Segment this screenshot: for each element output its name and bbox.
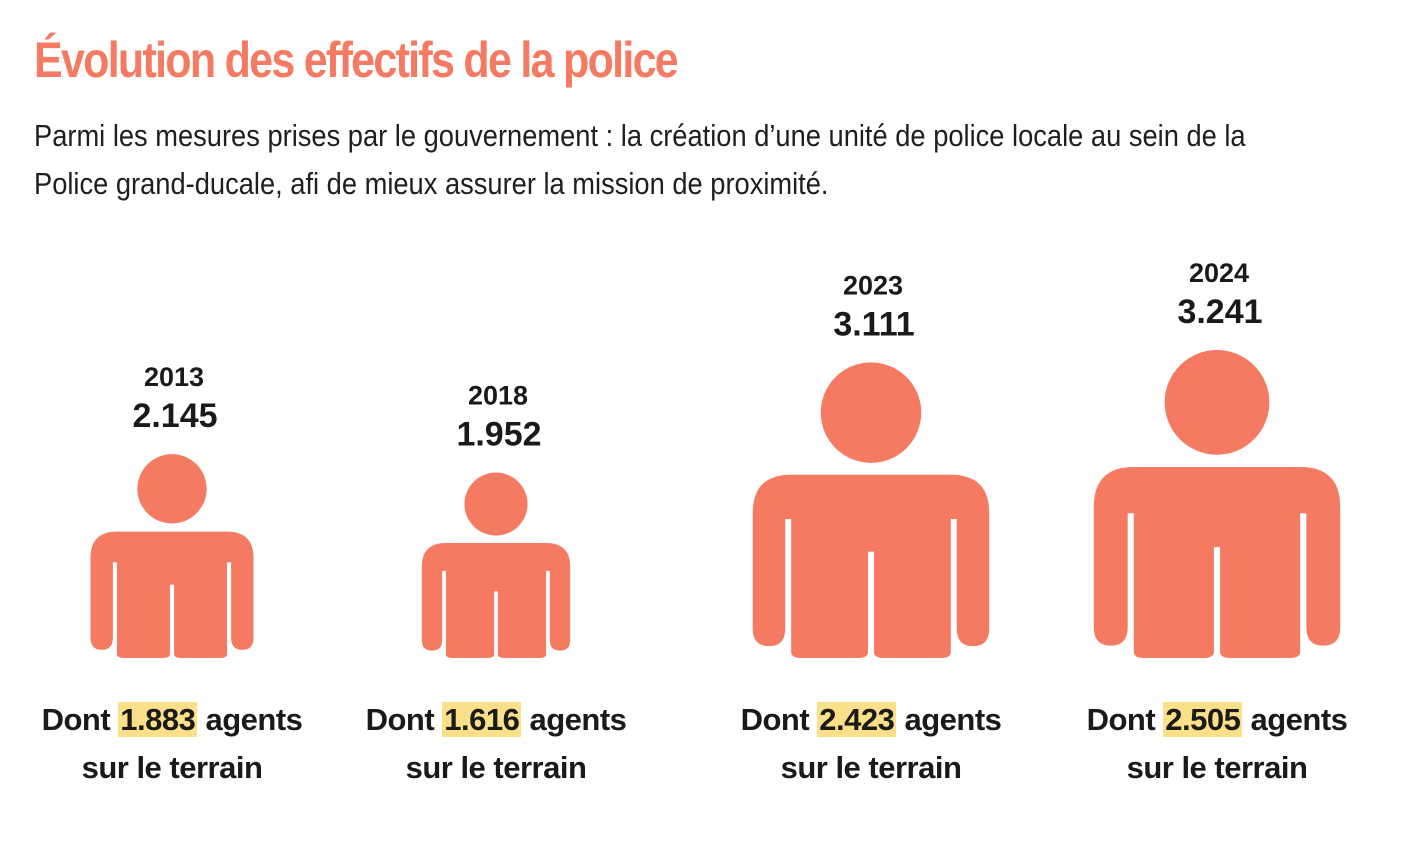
person-body xyxy=(421,542,571,658)
caption-mid: agents xyxy=(896,702,1002,737)
person-head xyxy=(137,454,207,524)
person-head xyxy=(464,472,528,536)
caption-line-2: sur le terrain xyxy=(405,750,587,785)
year-label: 2018 xyxy=(468,380,528,410)
caption-prefix: Dont xyxy=(365,702,443,737)
value-label: 1.952 xyxy=(456,415,541,453)
person-icon-2023 xyxy=(752,362,990,658)
caption-line-1: Dont 2.505 agents xyxy=(1067,696,1367,744)
field-agents-caption: Dont 1.883 agents sur le terrain xyxy=(22,696,322,792)
caption-prefix: Dont xyxy=(41,702,119,737)
person-body xyxy=(752,474,990,658)
caption-line-2: sur le terrain xyxy=(81,750,263,785)
caption-line-1: Dont 1.883 agents xyxy=(22,696,322,744)
field-agents-value: 2.505 xyxy=(1163,702,1243,737)
person-body xyxy=(1093,467,1341,658)
chart-title: Évolution des effectifs de la police xyxy=(34,32,679,88)
caption-line-1: Dont 2.423 agents xyxy=(721,696,1021,744)
person-icon-2024 xyxy=(1093,350,1341,658)
value-label: 2.145 xyxy=(132,397,217,435)
chart-subtitle: Parmi les mesures prises par le gouverne… xyxy=(34,118,1246,201)
field-agents-caption: Dont 2.423 agents sur le terrain xyxy=(721,696,1021,792)
year-label: 2013 xyxy=(144,362,204,392)
value-label: 3.111 xyxy=(833,305,914,343)
person-icon-2013 xyxy=(90,454,254,658)
value-label: 3.241 xyxy=(1177,293,1262,331)
caption-prefix: Dont xyxy=(740,702,818,737)
field-agents-caption: Dont 2.505 agents sur le terrain xyxy=(1067,696,1367,792)
field-agents-value: 1.883 xyxy=(118,702,198,737)
year-label: 2023 xyxy=(843,270,903,300)
caption-line-1: Dont 1.616 agents xyxy=(346,696,646,744)
field-agents-caption: Dont 1.616 agents sur le terrain xyxy=(346,696,646,792)
person-icon-2018 xyxy=(421,472,571,658)
caption-line-2: sur le terrain xyxy=(1126,750,1308,785)
person-body xyxy=(90,531,254,658)
person-head xyxy=(1164,350,1270,455)
caption-prefix: Dont xyxy=(1086,702,1164,737)
caption-mid: agents xyxy=(1242,702,1348,737)
caption-mid: agents xyxy=(521,702,627,737)
person-head xyxy=(820,362,922,463)
year-label: 2024 xyxy=(1189,258,1249,288)
caption-line-2: sur le terrain xyxy=(780,750,962,785)
field-agents-value: 1.616 xyxy=(442,702,522,737)
field-agents-value: 2.423 xyxy=(817,702,897,737)
caption-mid: agents xyxy=(197,702,303,737)
